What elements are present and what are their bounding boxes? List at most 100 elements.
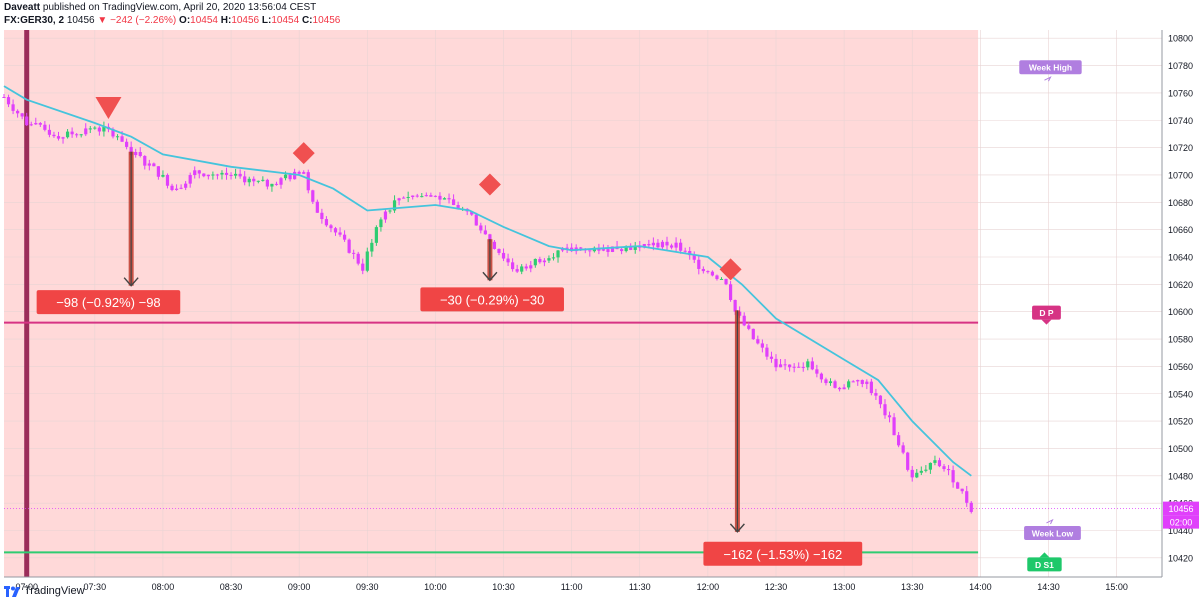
candle-body <box>420 196 424 198</box>
x-tick-label: 10:30 <box>492 582 515 592</box>
candle-body <box>75 134 79 136</box>
candle-body <box>579 247 583 249</box>
candle-body <box>451 199 456 206</box>
candle-body <box>297 171 301 174</box>
candle-body <box>47 129 52 135</box>
candle-body <box>910 469 914 478</box>
candle-body <box>392 200 397 211</box>
candle-body <box>115 136 120 138</box>
candle-body <box>143 155 147 166</box>
candle-body <box>34 123 38 125</box>
candle-body <box>819 373 824 380</box>
candle-body <box>937 460 942 467</box>
candle-body <box>942 466 946 470</box>
candle-body <box>788 364 792 368</box>
x-tick-label: 12:00 <box>697 582 720 592</box>
week-low-badge[interactable] <box>1024 525 1081 540</box>
author-name[interactable]: Daveatt <box>4 2 41 13</box>
publish-text: published on TradingView.com, April 20, … <box>42 2 317 13</box>
candle-body <box>629 245 633 250</box>
candle-body <box>20 113 24 117</box>
open-label: O: <box>179 15 191 26</box>
symbol-name[interactable]: FX:GER30, 2 <box>4 15 65 26</box>
candle-body <box>52 134 56 137</box>
candle-body <box>333 228 338 233</box>
candle-body <box>161 174 165 177</box>
candle-body <box>38 123 42 125</box>
candle-body <box>270 183 274 187</box>
candle-body <box>474 214 478 226</box>
tradingview-brand[interactable]: TradingView <box>4 585 85 597</box>
candle-body <box>365 251 369 271</box>
candle-body <box>84 128 88 135</box>
candle-body <box>56 136 61 139</box>
candle-body <box>61 137 65 139</box>
candle-body <box>892 417 896 436</box>
candle-body <box>256 180 260 182</box>
pivot-badge[interactable] <box>1032 305 1061 320</box>
candle-body <box>797 366 801 368</box>
x-tick-label: 11:00 <box>561 582 583 592</box>
candle-body <box>497 248 501 253</box>
candle-body <box>352 252 356 254</box>
current-price-tag[interactable] <box>1163 501 1199 516</box>
candle-body <box>188 175 192 184</box>
week-low-badge-text: Week Low <box>1032 528 1074 538</box>
pivot-badge-text: D P <box>1039 308 1054 318</box>
y-tick-label: 10520 <box>1168 417 1193 427</box>
candle-body <box>778 364 783 368</box>
publish-info: Daveatt published on TradingView.com, Ap… <box>4 2 316 13</box>
current-price-value: 10456 <box>1168 504 1193 514</box>
x-tick-label: 12:30 <box>765 582 788 592</box>
candle-body <box>315 201 319 213</box>
candle-body <box>833 381 837 388</box>
candle-body <box>824 379 828 384</box>
y-tick-label: 10720 <box>1168 143 1193 153</box>
candle-body <box>329 225 333 229</box>
support-s1-badge[interactable] <box>1027 557 1062 572</box>
candle-body <box>156 166 160 177</box>
signal-diamond-icon-3[interactable] <box>719 258 742 281</box>
candle-body <box>810 361 814 370</box>
countdown-tag <box>1163 515 1199 529</box>
candle-body <box>851 381 855 383</box>
candle-body <box>515 269 519 272</box>
signal-diamond-icon-1[interactable] <box>292 142 315 165</box>
candle-body <box>501 252 506 259</box>
x-tick-label: 15:00 <box>1105 582 1128 592</box>
week-high-badge[interactable] <box>1019 60 1082 75</box>
candle-body <box>520 266 524 272</box>
x-tick-label: 14:00 <box>969 582 992 592</box>
candle-body <box>397 198 401 201</box>
y-tick-label: 10660 <box>1168 225 1193 235</box>
candle-body <box>747 325 751 329</box>
candle-body <box>102 126 106 132</box>
candle-body <box>511 262 515 270</box>
candle-body <box>402 197 406 199</box>
support-s1-badge-text: D S1 <box>1035 560 1054 570</box>
candle-body <box>383 211 388 220</box>
candle-body <box>633 245 637 250</box>
x-tick-label: 07:00 <box>15 582 38 592</box>
sell-triangle-icon[interactable] <box>95 96 122 119</box>
candle-body <box>710 271 715 276</box>
candle-body <box>202 173 206 177</box>
candle-body <box>733 299 737 312</box>
candle-body <box>370 242 374 252</box>
candle-body <box>697 259 701 269</box>
candle-body <box>724 278 728 285</box>
candle-body <box>274 183 279 185</box>
candle-body <box>234 173 238 176</box>
candle-body <box>715 275 719 280</box>
candle-body <box>302 172 306 174</box>
candle-body <box>965 491 969 503</box>
y-tick-label: 10640 <box>1168 253 1193 263</box>
candle-body <box>783 364 787 366</box>
signal-diamond-icon-2[interactable] <box>478 173 501 196</box>
candle-body <box>620 249 624 252</box>
candle-body <box>547 258 551 261</box>
candle-body <box>865 381 869 385</box>
candle-body <box>338 232 342 235</box>
candle-body <box>29 124 33 126</box>
